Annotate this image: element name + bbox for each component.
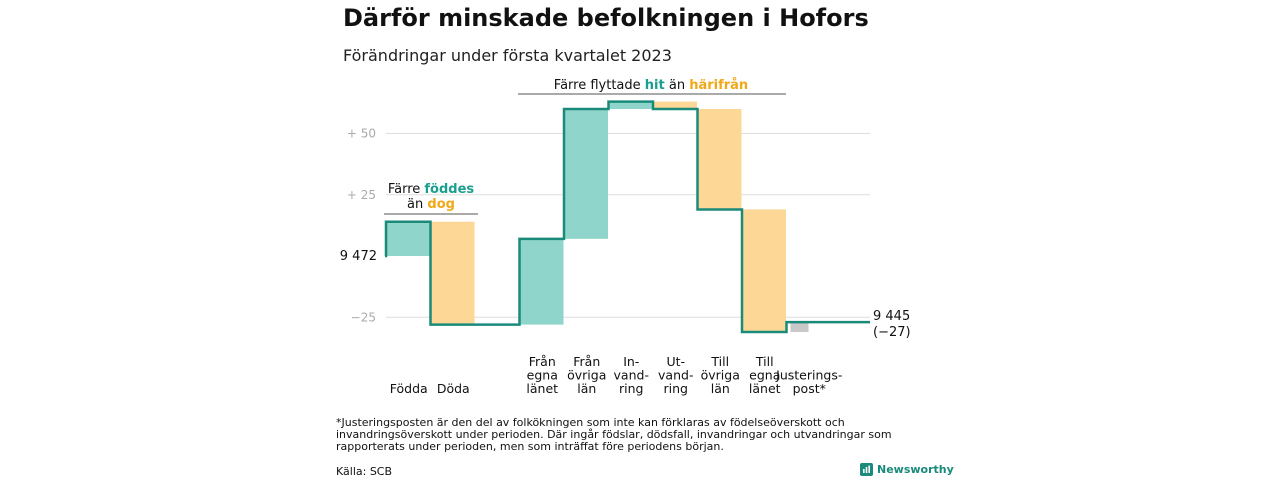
category-label: egna bbox=[527, 368, 558, 383]
category-label: ring bbox=[619, 381, 643, 396]
category-label: övriga bbox=[701, 368, 740, 383]
bar-in bbox=[565, 109, 608, 239]
category-label: Till bbox=[755, 354, 774, 369]
category-label: länet bbox=[749, 381, 781, 396]
category-label: ring bbox=[664, 381, 688, 396]
category-label: post* bbox=[793, 381, 826, 396]
category-label: egna bbox=[749, 368, 780, 383]
bar-adj bbox=[790, 322, 809, 332]
category-label: Födda bbox=[390, 381, 428, 396]
category-label: övriga bbox=[567, 368, 606, 383]
brand: Newsworthy bbox=[860, 463, 954, 476]
category-label: Döda bbox=[437, 381, 470, 396]
y-tick-label: −25 bbox=[351, 310, 376, 324]
chart-subtitle: Förändringar under första kvartalet 2023 bbox=[343, 46, 672, 65]
category-label: län bbox=[711, 381, 730, 396]
bar-out bbox=[743, 209, 786, 332]
newsworthy-logo-icon bbox=[860, 463, 873, 476]
category-label: vand- bbox=[614, 368, 649, 383]
category-label: Ut- bbox=[666, 354, 685, 369]
y-tick-label: + 50 bbox=[347, 127, 376, 141]
category-label: Från bbox=[573, 354, 600, 369]
cumulative-step-line bbox=[384, 100, 870, 334]
category-label: Till bbox=[710, 354, 729, 369]
births-annotation-line1: Färre föddes bbox=[388, 182, 475, 197]
brand-name: Newsworthy bbox=[877, 463, 954, 476]
category-label: länet bbox=[526, 381, 558, 396]
category-label: In- bbox=[623, 354, 639, 369]
bar-in bbox=[609, 101, 653, 109]
footnote: *Justeringsposten är den del av folkökni… bbox=[336, 416, 892, 453]
bar-out bbox=[698, 109, 742, 210]
end-value-label: 9 445 bbox=[873, 309, 910, 324]
bar-out bbox=[431, 221, 475, 325]
bar-in bbox=[387, 221, 430, 256]
category-label: vand- bbox=[658, 368, 693, 383]
chart-title: Därför minskade befolkningen i Hofors bbox=[343, 4, 869, 32]
category-label: Justerings- bbox=[775, 368, 842, 383]
migration-annotation: Färre flyttade hit än härifrån bbox=[554, 78, 748, 93]
y-tick-label: + 25 bbox=[347, 188, 376, 202]
bar-in bbox=[520, 238, 564, 325]
births-annotation-line2: än dog bbox=[407, 197, 455, 212]
source-label: Källa: SCB bbox=[336, 465, 393, 478]
category-label: Från bbox=[529, 354, 556, 369]
category-label: län bbox=[577, 381, 596, 396]
end-change-label: (−27) bbox=[873, 325, 911, 340]
start-value-label: 9 472 bbox=[340, 249, 377, 264]
bar-out bbox=[654, 101, 697, 109]
